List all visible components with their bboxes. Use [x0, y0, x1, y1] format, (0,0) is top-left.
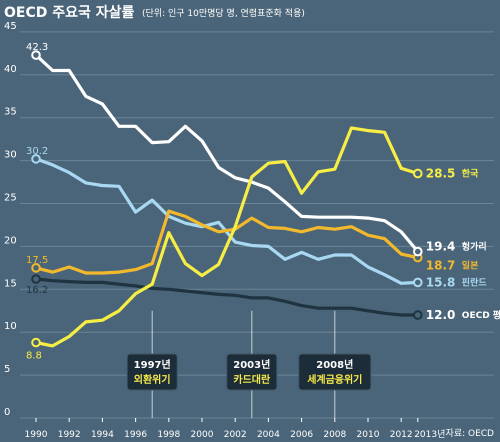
x-tick-label-0: 1990	[25, 430, 48, 440]
y-tick-label-30: 30	[4, 150, 17, 161]
y-tick-label-10: 10	[4, 321, 17, 332]
series-line-oecd	[34, 277, 420, 317]
y-tick-label-5: 5	[4, 364, 10, 375]
x-tick-label-8: 2006	[290, 430, 313, 440]
series-line-japan	[34, 209, 420, 275]
chart-title: OECD 주요국 자살률	[4, 4, 135, 21]
x-tick-label-5: 2000	[191, 430, 214, 440]
y-tick-label-0: 0	[4, 407, 10, 418]
series-line-hungary	[34, 53, 420, 254]
series-start-point-hungary	[31, 50, 41, 60]
y-tick-label-35: 35	[4, 107, 17, 118]
event-box-2003	[226, 353, 278, 391]
chart-subtitle: (단위: 인구 10만명당 명, 연령표준화 적용)	[142, 7, 305, 19]
series-line-finland	[34, 157, 420, 285]
event-year-2008: 2008년	[316, 358, 353, 371]
end-name-oecd: OECD 평균	[462, 309, 500, 321]
end-name-hungary: 헝가리	[462, 241, 487, 253]
event-year-2003: 2003년	[233, 358, 270, 371]
event-year-1997: 1997년	[134, 358, 171, 371]
x-tick-label-2: 1994	[91, 430, 114, 440]
series-end-point-finland	[413, 277, 423, 288]
x-tick-label-10: 2010	[357, 430, 380, 440]
event-name-2008: 세계금융위기	[307, 373, 362, 386]
series-start-point-korea	[31, 337, 41, 348]
series-line-korea	[34, 126, 420, 348]
series-end-point-korea	[413, 168, 423, 179]
start-label-oecd: 16.2	[26, 285, 48, 296]
y-tick-label-45: 45	[4, 21, 17, 32]
series-end-point-oecd	[413, 310, 423, 320]
series-start-point-japan	[31, 263, 41, 273]
series-end-point-hungary	[413, 246, 423, 257]
event-name-1997: 외환위기	[134, 373, 171, 386]
x-tick-label-6: 2002	[224, 430, 247, 440]
end-name-korea: 한국	[462, 167, 479, 179]
event-box-2008	[298, 353, 372, 391]
end-value-oecd: 12.0	[426, 308, 456, 322]
end-value-finland: 15.8	[426, 275, 456, 289]
x-tick-label-7: 2004	[257, 430, 280, 440]
end-name-finland: 핀란드	[462, 276, 488, 288]
series-start-point-oecd	[31, 274, 41, 284]
x-axis-ticks: 1990 1992 1994 1996 1998 2000 2002 2004 2006 2008…	[25, 418, 445, 440]
x-tick-label-3: 1996	[124, 430, 147, 440]
x-tick-label-9: 2008	[323, 430, 346, 440]
source-note: 자료: OECD	[446, 428, 495, 439]
y-tick-label-40: 40	[4, 64, 17, 75]
series-labels: 42.3 8.8 17.5 30.2 16.2 19.4 헝가리 28.5 한국 18.7 일본 15…	[26, 42, 500, 361]
x-tick-label-12: 2013년	[414, 429, 445, 440]
y-tick-label-15: 15	[4, 278, 17, 289]
y-tick-label-25: 25	[4, 193, 17, 204]
y-tick-label-20: 20	[4, 235, 17, 246]
start-label-japan: 17.5	[26, 255, 48, 266]
start-label-finland: 30.2	[26, 146, 48, 157]
x-tick-label-4: 1998	[157, 430, 180, 440]
y-axis-ticks: 0 5 10 15 20 25 30 35 40 45	[4, 21, 17, 418]
x-tick-label-1: 1992	[58, 430, 81, 440]
end-value-japan: 18.7	[426, 259, 456, 273]
series-start-point-finland	[31, 154, 41, 164]
start-label-hungary: 42.3	[26, 42, 48, 53]
end-value-korea: 28.5	[426, 166, 456, 180]
end-name-japan: 일본	[462, 260, 479, 272]
end-value-hungary: 19.4	[426, 240, 456, 254]
x-tick-label-11: 2012	[390, 430, 413, 440]
series-lines	[31, 50, 423, 348]
event-box-1997	[126, 353, 178, 391]
start-label-korea: 8.8	[26, 350, 42, 361]
event-name-2003: 카드대란	[233, 373, 271, 386]
